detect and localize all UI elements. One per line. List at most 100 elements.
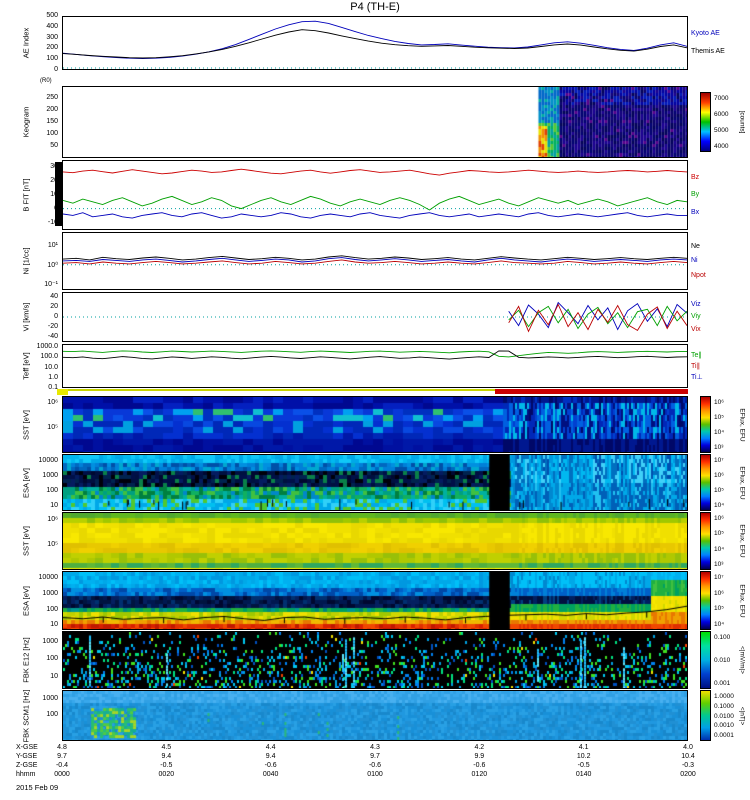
esa_ion-ytick: 1000 bbox=[42, 472, 58, 480]
sst_elec-colorbar-tick: 10³ bbox=[714, 561, 724, 568]
ni-legend-label: Npot bbox=[691, 271, 706, 279]
axis-tick-value: 9.4 bbox=[161, 753, 172, 760]
esa_ion-colorbar-tick: 10⁶ bbox=[714, 472, 724, 479]
sst_elec-spectrogram bbox=[63, 513, 687, 569]
bfit-ytick: -10 bbox=[47, 219, 58, 226]
fbk_e-panel bbox=[62, 631, 688, 689]
keogram-ytick: 150 bbox=[46, 118, 58, 125]
sst_ion-ylabel: SST [eV] bbox=[21, 409, 31, 440]
esa_ion-colorbar-unit: EFlux, EFU bbox=[738, 465, 746, 500]
bfit-ytick: 10 bbox=[50, 191, 58, 198]
sst_ion-spectrogram bbox=[63, 397, 687, 452]
vi-ytick: -20 bbox=[47, 323, 58, 330]
sst_ion-colorbar bbox=[700, 396, 711, 453]
esa_elec-colorbar-tick: 10⁶ bbox=[714, 589, 724, 597]
keogram-colorbar-tick: 5000 bbox=[714, 127, 729, 134]
fbk_e-ytick: 1000 bbox=[42, 637, 58, 645]
teff-ytick: 1000.0 bbox=[36, 343, 58, 351]
fbk_scm-colorbar bbox=[700, 690, 711, 741]
keogram-ytick: 50 bbox=[50, 142, 58, 149]
teff-series-line bbox=[63, 350, 687, 360]
axis-tick-value: 9.4 bbox=[265, 753, 276, 760]
ae-ytick: 100 bbox=[46, 55, 58, 63]
axis-tick-value: 10.2 bbox=[576, 753, 591, 760]
esa_ion-spectrogram bbox=[63, 455, 687, 510]
fbk_e-spectrogram bbox=[63, 632, 687, 688]
sst_elec-colorbar-unit: EFlux, EFU bbox=[738, 524, 746, 558]
sst_elec-ytick: 10⁶ bbox=[47, 515, 58, 523]
vi-ytick: 0 bbox=[54, 313, 58, 320]
axis-tick-value: 9.7 bbox=[370, 753, 380, 760]
keogram-colorbar-tick: 7000 bbox=[714, 95, 729, 102]
teff-panel bbox=[62, 344, 688, 388]
axis-row-label: Y-GSE bbox=[16, 753, 38, 760]
fbk_e-ylabel: FBK E12 [Hz] bbox=[21, 637, 31, 683]
plot-title: P4 (TH-E) bbox=[350, 1, 400, 13]
esa_elec-colorbar bbox=[700, 571, 711, 630]
fbk_scm-colorbar-unit: <|nT|> bbox=[738, 706, 746, 725]
axis-tick-value: 9.7 bbox=[57, 753, 67, 760]
sst_ion-ytick: 10⁵ bbox=[47, 424, 58, 432]
esa_elec-ytick: 10 bbox=[50, 621, 58, 629]
axis-tick-value: 4.3 bbox=[370, 744, 380, 751]
bfit-legend-label: Bz bbox=[691, 173, 700, 181]
ae-series-line bbox=[63, 20, 687, 60]
ni-series-line bbox=[63, 255, 687, 261]
teff-legend-label: Te∥ bbox=[691, 352, 702, 359]
esa_ion-ytick: 10000 bbox=[38, 457, 58, 465]
sst_ion-ytick: 10⁶ bbox=[47, 399, 58, 407]
axis-tick-value: 4.0 bbox=[683, 744, 693, 751]
fbk_scm-colorbar-tick: 0.1000 bbox=[714, 702, 734, 710]
vi-plot bbox=[63, 301, 687, 333]
bfit-plot bbox=[63, 168, 687, 219]
teff-legend-label: Ti∥ bbox=[691, 363, 701, 370]
keogram-ytick: 200 bbox=[46, 106, 58, 113]
sst_elec-ytick: 10⁵ bbox=[47, 540, 58, 548]
vi-legend-label: Viy bbox=[691, 313, 701, 320]
teff-ylabel: Teff [eV] bbox=[21, 352, 31, 380]
ae-ytick: 200 bbox=[46, 44, 58, 52]
mode-strip-segment bbox=[56, 389, 69, 395]
keogram-spectrogram bbox=[63, 87, 687, 157]
ni-plot bbox=[63, 255, 687, 266]
ni-ytick: 10⁰ bbox=[47, 261, 58, 269]
vi-series-line bbox=[508, 303, 687, 333]
keogram-colorbar-unit: [counts] bbox=[738, 110, 746, 134]
vi-ytick: 40 bbox=[50, 293, 58, 300]
fbk_e-colorbar-tick: 0.001 bbox=[714, 680, 731, 687]
bfit-panel bbox=[62, 160, 688, 230]
fbk_e-colorbar-tick: 0.100 bbox=[714, 634, 731, 641]
teff-ytick: 0.1 bbox=[48, 384, 58, 391]
esa_elec-colorbar-tick: 10⁷ bbox=[714, 574, 724, 581]
vi-ytick: 20 bbox=[50, 303, 58, 310]
ae-ytick: 400 bbox=[46, 22, 58, 30]
ae-plot bbox=[63, 20, 687, 69]
axis-tick-value: -0.6 bbox=[368, 762, 382, 769]
esa_ion-ytick: 10 bbox=[50, 502, 58, 510]
axis-tick-value: -0.5 bbox=[577, 762, 590, 769]
axis-tick-value: 0100 bbox=[367, 771, 383, 778]
bfit-ytick: 20 bbox=[50, 177, 58, 184]
esa_elec-colorbar-tick: 10⁴ bbox=[714, 621, 725, 628]
fbk_e-ytick: 10 bbox=[50, 672, 58, 680]
fbk_e-ytick: 100 bbox=[46, 655, 58, 663]
axis-tick-value: -0.4 bbox=[55, 762, 69, 769]
axis-tick-value: 4.2 bbox=[474, 744, 485, 751]
ni-ytick: 10¹ bbox=[47, 241, 58, 249]
keogram-colorbar bbox=[700, 92, 711, 152]
vi-ytick: -40 bbox=[47, 333, 58, 340]
ae-ytick: 300 bbox=[46, 33, 58, 41]
teff-ytick: 1.0 bbox=[48, 373, 58, 381]
ae-ytick: 500 bbox=[46, 12, 58, 19]
axis-tick-value: -0.6 bbox=[264, 762, 277, 769]
esa_elec-ytick: 100 bbox=[46, 605, 58, 613]
ni-ylabel: Ni [1/cc] bbox=[21, 247, 31, 275]
fbk_scm-spectrogram bbox=[63, 691, 687, 740]
sst_elec-colorbar bbox=[700, 512, 711, 570]
sst_ion-panel bbox=[62, 396, 688, 453]
keogram-corner-label: (R0) bbox=[40, 78, 52, 84]
ae-series-line bbox=[63, 29, 687, 59]
esa_elec-panel bbox=[62, 571, 688, 630]
bfit-series-line bbox=[63, 212, 687, 219]
sst_ion-colorbar-tick: 10⁶ bbox=[714, 399, 724, 406]
